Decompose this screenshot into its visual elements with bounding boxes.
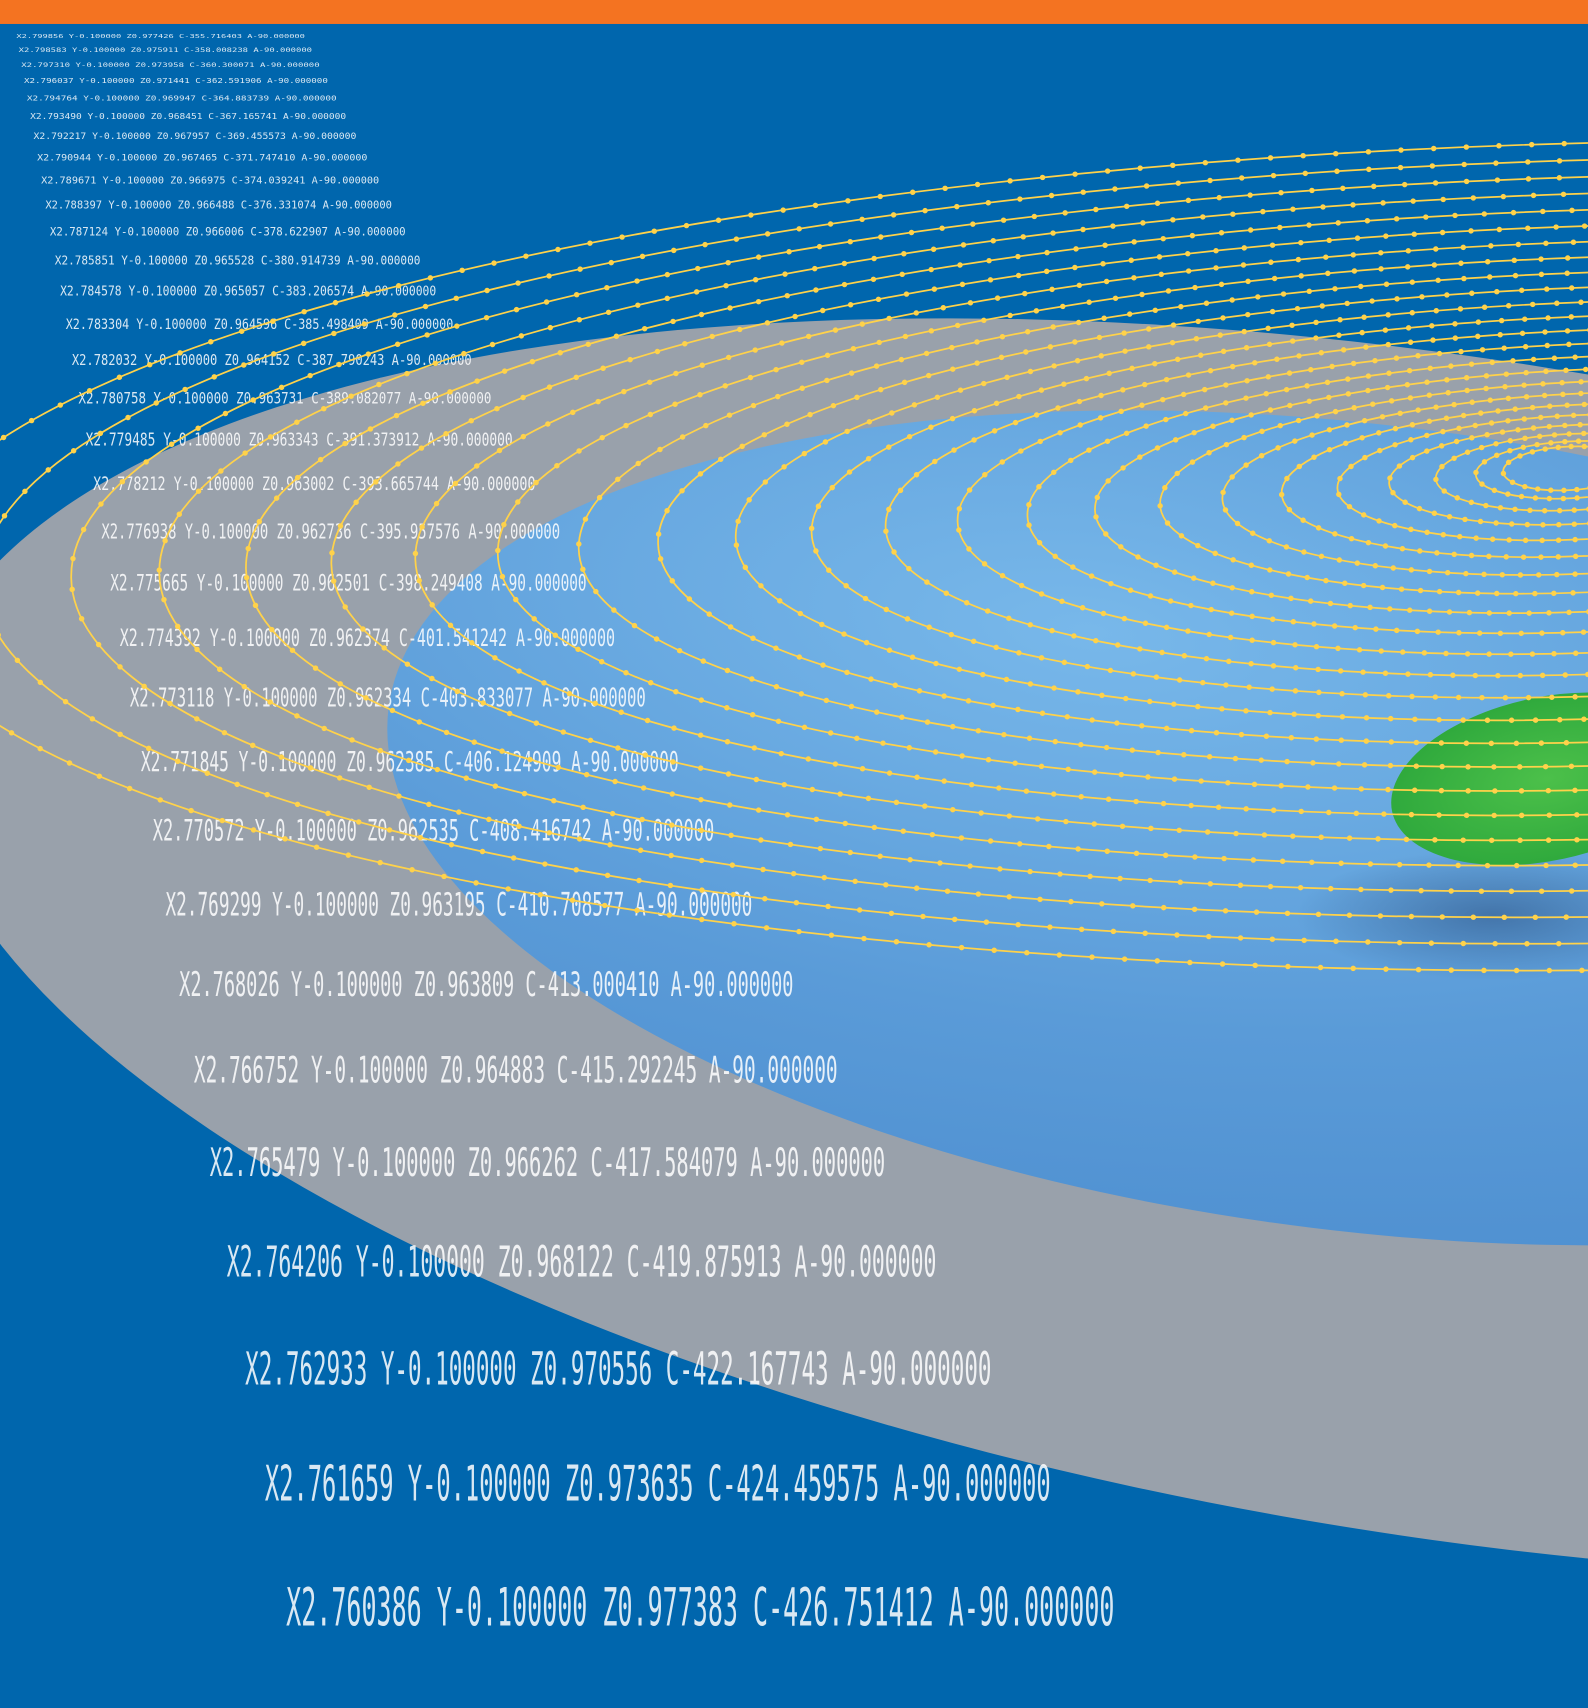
code-line: X2.793490 Y-0.100000 Z0.968451 C-367.165… <box>30 112 346 121</box>
code-line: X2.788397 Y-0.100000 Z0.966488 C-376.331… <box>45 200 392 212</box>
code-line: X2.789671 Y-0.100000 Z0.966975 C-374.039… <box>41 176 379 187</box>
toolpath-points <box>1500 443 1588 494</box>
toolpath-ring <box>1026 354 1588 635</box>
code-line: X2.766752 Y-0.100000 Z0.964883 C-415.292… <box>194 1049 838 1092</box>
code-line: X2.790944 Y-0.100000 Z0.967465 C-371.747… <box>37 154 367 164</box>
code-line: X2.779485 Y-0.100000 Z0.963343 C-391.373… <box>86 430 513 450</box>
toolpath-ring <box>414 238 1588 817</box>
code-line: X2.780758 Y-0.100000 Z0.963731 C-389.082… <box>78 389 491 408</box>
toolpath-ring <box>657 283 1588 745</box>
toolpath-points <box>1334 411 1588 544</box>
code-lines: X2.799856 Y-0.100000 Z0.977426 C-355.716… <box>16 34 1114 1638</box>
code-line: X2.796037 Y-0.100000 Z0.971441 C-362.591… <box>24 77 328 85</box>
code-line: X2.765479 Y-0.100000 Z0.966262 C-417.584… <box>210 1140 885 1186</box>
code-line: X2.775665 Y-0.100000 Z0.962501 C-398.249… <box>110 571 586 596</box>
toolpath-points <box>1092 365 1588 616</box>
toolpath-points <box>1386 421 1588 528</box>
code-line: X2.761659 Y-0.100000 Z0.973635 C-424.459… <box>265 1455 1051 1513</box>
code-line: X2.764206 Y-0.100000 Z0.968122 C-419.875… <box>227 1237 937 1286</box>
toolpath-points <box>1278 400 1588 560</box>
code-line: X2.770572 Y-0.100000 Z0.962535 C-408.416… <box>153 814 714 848</box>
toolpath-ring <box>884 327 1588 677</box>
code-line: X2.794764 Y-0.100000 Z0.969947 C-364.883… <box>27 93 337 102</box>
blue-disc <box>387 410 1588 1246</box>
toolpath-points <box>1157 377 1588 597</box>
toolpath-ring <box>496 253 1588 792</box>
code-line: X2.778212 Y-0.100000 Z0.963002 C-393.665… <box>93 473 535 495</box>
toolpath-points <box>1219 389 1588 578</box>
code-line: X2.773118 Y-0.100000 Z0.962334 C-403.833… <box>130 682 646 712</box>
code-line: X2.760386 Y-0.100000 Z0.977383 C-426.751… <box>286 1578 1114 1639</box>
toolpath-ring <box>810 313 1588 699</box>
code-line: X2.787124 Y-0.100000 Z0.966006 C-378.622… <box>50 225 406 239</box>
code-line: X2.776938 Y-0.100000 Z0.962736 C-395.957… <box>101 519 560 543</box>
code-line: X2.798583 Y-0.100000 Z0.975911 C-358.008… <box>19 48 313 54</box>
toolpath-ring <box>330 222 1588 842</box>
toolpath-ring <box>577 268 1588 768</box>
code-line: X2.785851 Y-0.100000 Z0.965528 C-380.914… <box>55 253 421 267</box>
toolpath-ring <box>734 298 1588 722</box>
code-line: X2.799856 Y-0.100000 Z0.977426 C-355.716… <box>16 34 305 40</box>
code-line: X2.768026 Y-0.100000 Z0.963809 C-413.000… <box>179 965 793 1005</box>
toolpath-points <box>1473 438 1588 502</box>
code-line: X2.769299 Y-0.100000 Z0.963195 C-410.708… <box>165 887 752 923</box>
code-line: X2.797310 Y-0.100000 Z0.973958 C-360.300… <box>21 62 320 69</box>
toolpath-ring <box>245 206 1588 867</box>
top-bar <box>0 0 1588 24</box>
toolpath <box>0 137 1588 974</box>
toolpath-ring <box>70 173 1588 919</box>
toolpath-ring <box>158 189 1588 893</box>
toolpath-points <box>1433 430 1588 514</box>
code-line: X2.774392 Y-0.100000 Z0.962374 C-401.541… <box>120 624 615 652</box>
green-blob <box>1391 692 1588 866</box>
toolpath-ring <box>956 340 1588 656</box>
code-line: X2.784578 Y-0.100000 Z0.965057 C-383.206… <box>60 285 436 300</box>
code-line: X2.792217 Y-0.100000 Z0.967957 C-369.455… <box>33 131 356 141</box>
code-line: X2.762933 Y-0.100000 Z0.970556 C-422.167… <box>245 1342 991 1395</box>
